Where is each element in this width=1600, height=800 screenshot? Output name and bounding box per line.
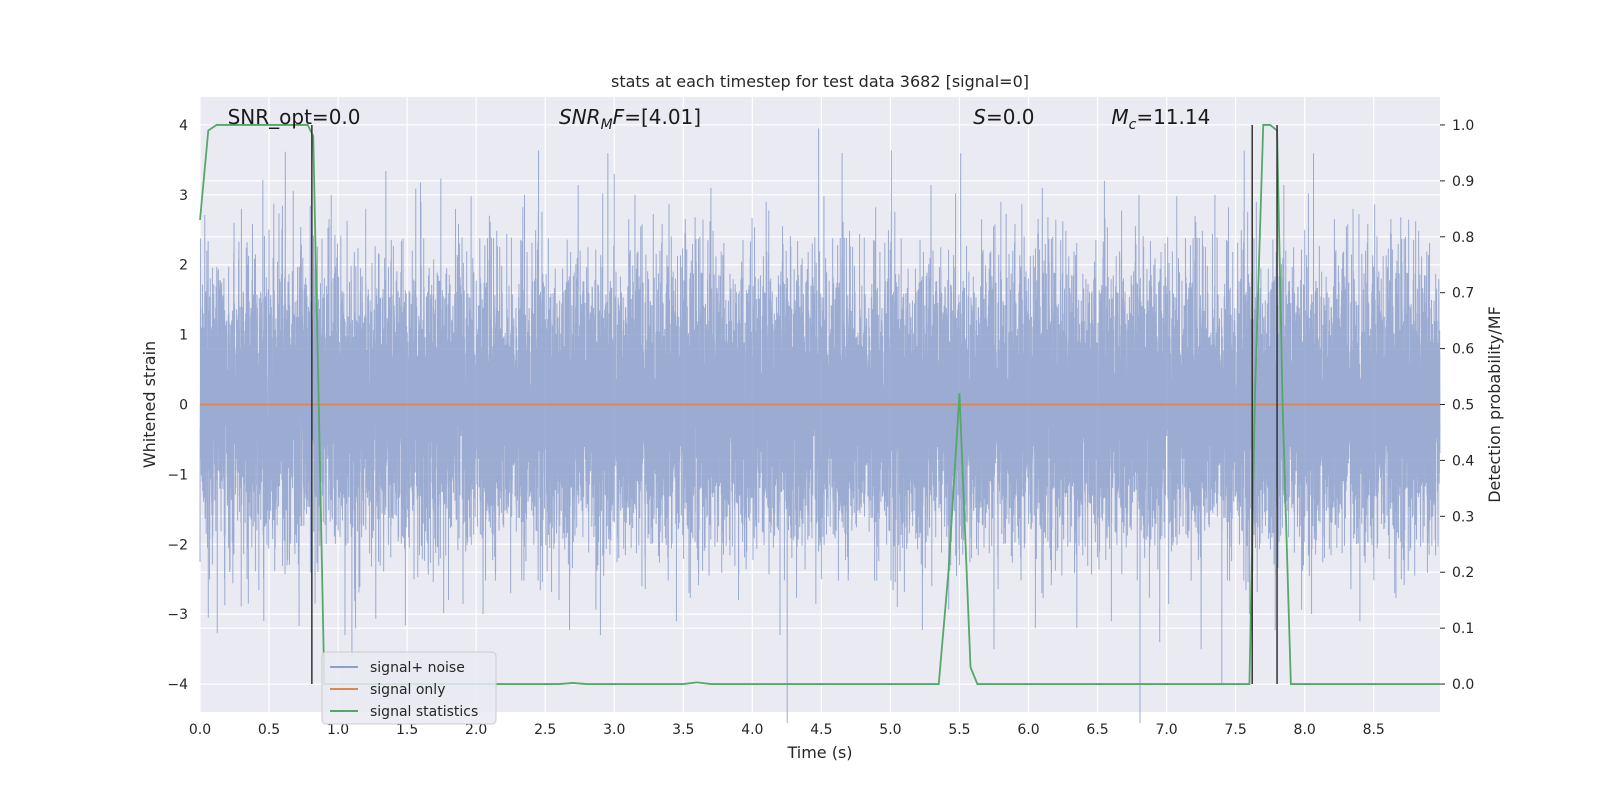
annotation-text: SNRMF=[4.01] (559, 105, 701, 133)
x-tick-label: 1.0 (327, 722, 349, 738)
x-tick-label: 2.0 (465, 722, 487, 738)
legend-label: signal only (370, 682, 445, 698)
x-tick-label: 3.0 (603, 722, 625, 738)
y-left-tick-label: 1 (179, 328, 188, 344)
x-tick-label: 0.0 (189, 722, 211, 738)
y-right-tick-label: 0.5 (1452, 398, 1474, 414)
legend: signal+ noise signal only signal statistic… (321, 651, 497, 725)
legend-label: signal+ noise (370, 660, 465, 676)
y-right-tick-label: 0.9 (1452, 174, 1474, 190)
x-tick-label: 8.5 (1363, 722, 1385, 738)
legend-label: signal statistics (370, 704, 478, 720)
x-tick-label: 1.5 (396, 722, 418, 738)
legend-box (321, 651, 497, 725)
x-tick-label: 3.5 (672, 722, 694, 738)
x-tick-label: 0.5 (258, 722, 280, 738)
x-tick-label: 7.0 (1155, 722, 1177, 738)
y-right-tick-label: 0.3 (1452, 509, 1474, 525)
y-left-tick-label: 2 (179, 258, 188, 274)
y-axis-label-right: Detection probability/MF (1485, 306, 1504, 503)
y-left-tick-label: 4 (179, 118, 188, 134)
y-right-tick-label: 0.6 (1452, 342, 1474, 358)
y-axis-label-left: Whitened strain (140, 341, 159, 468)
y-right-tick-label: 1.0 (1452, 118, 1474, 134)
x-axis-label: Time (s) (786, 743, 852, 762)
y-right-tick-label: 0.7 (1452, 286, 1474, 302)
signal-statistics-line (199, 124, 1440, 685)
annotation-text: SNR_opt=0.0 (228, 105, 361, 129)
annotations: SNR_opt=0.0 SNRMF=[4.01] S=0.0 Mc=11.14 (228, 105, 1211, 133)
y-left-tick-label: 0 (179, 398, 188, 414)
series-lines (199, 124, 1440, 685)
y-left-tick-label: −4 (167, 677, 188, 693)
x-tick-label: 7.5 (1225, 722, 1247, 738)
x-tick-label: 5.0 (879, 722, 901, 738)
x-tick-label: 4.5 (810, 722, 832, 738)
y-left-tick-label: −3 (167, 607, 188, 623)
annotation-text: S=0.0 (973, 105, 1034, 129)
y-left-tick-label: −2 (167, 537, 188, 553)
x-tick-label: 6.0 (1017, 722, 1039, 738)
series-signal-noise (199, 128, 1441, 724)
chart-title: stats at each timestep for test data 368… (611, 72, 1029, 91)
y-left-tick-label: 3 (179, 188, 188, 204)
tick-labels: 0.0 0.5 1.0 1.5 2.0 2.5 3.0 3.5 4.0 4.5 5.0 5.5 6.0 6… (167, 118, 1474, 738)
x-tick-label: 4.0 (741, 722, 763, 738)
y-right-tick-label: 0.4 (1452, 453, 1474, 469)
y-right-tick-label: 0.1 (1452, 621, 1474, 637)
y-right-tick-label: 0.0 (1452, 677, 1474, 693)
y-right-tick-label: 0.8 (1452, 230, 1474, 246)
annotation-text: Mc=11.14 (1111, 105, 1210, 133)
x-tick-label: 6.5 (1086, 722, 1108, 738)
y-left-tick-label: −1 (167, 467, 188, 483)
x-tick-label: 5.5 (948, 722, 970, 738)
signal-noise-line (199, 128, 1441, 724)
x-tick-label: 2.5 (534, 722, 556, 738)
y-right-tick-label: 0.2 (1452, 565, 1474, 581)
vertical-markers (311, 124, 1278, 685)
x-tick-label: 8.0 (1294, 722, 1316, 738)
